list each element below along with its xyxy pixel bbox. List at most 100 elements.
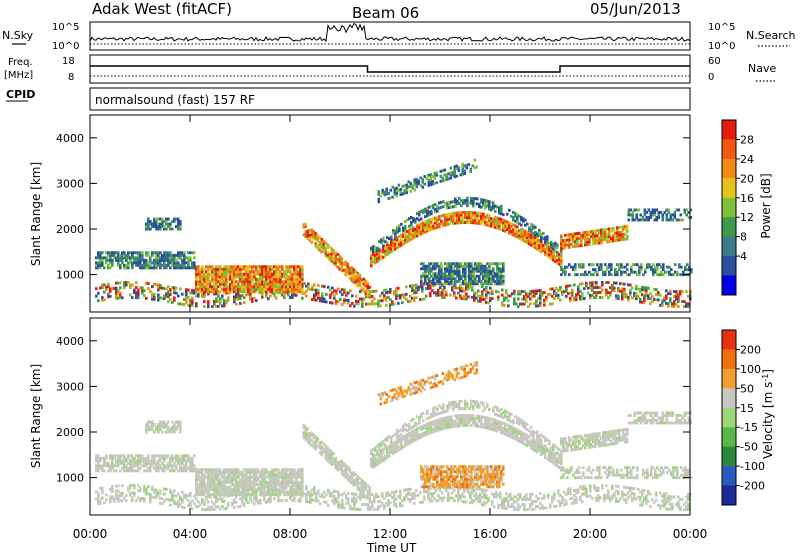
echo-cell [287,277,290,281]
echo-cell [317,291,320,295]
echo-cell [163,297,166,300]
echo-cell [197,294,200,298]
echo-cell [195,277,198,281]
echo-cell [243,275,246,279]
echo-cell [263,280,266,284]
echo-cell [465,295,468,298]
echo-cell [283,478,286,482]
echo-cell [249,483,252,487]
echo-cell [349,507,352,511]
echo-cell [427,181,431,185]
echo-cell [219,302,222,306]
echo-cell [201,493,204,497]
echo-cell [335,299,338,303]
echo-cell [501,504,504,507]
echo-cell [612,226,615,230]
echo-cell [173,489,176,493]
echo-cell [223,470,226,474]
echo-cell [229,287,232,291]
echo-cell [121,484,124,488]
echo-cell [491,492,494,496]
echo-cell [149,261,152,265]
echo-cell [113,456,116,460]
echo-cell [221,485,224,489]
echo-cell [397,301,400,305]
echo-cell [259,290,262,294]
echo-cell [269,470,272,474]
beam-title: Beam 06 [352,4,419,22]
echo-cell [179,220,182,223]
echo-cell [540,245,543,249]
echo-cell [576,273,579,277]
echo-cell [624,232,627,236]
echo-cell [361,297,364,301]
echo-cell [538,243,541,247]
echo-cell [429,492,432,496]
echo-cell [239,493,242,497]
echo-cell [289,275,292,279]
echo-cell [227,272,230,276]
echo-cell [376,260,379,263]
echo-cell [279,483,282,487]
echo-cell [443,293,446,297]
echo-cell [153,222,156,226]
echo-cell [419,501,422,504]
echo-cell [334,258,338,262]
echo-cell [412,219,415,223]
echo-cell [205,495,208,499]
echo-cell [504,224,507,228]
echo-cell [219,473,222,477]
echo-cell [663,499,666,503]
echo-cell [233,478,236,482]
echo-cell [572,237,575,241]
echo-cell [635,213,639,217]
echo-cell [235,468,238,472]
echo-cell [275,483,278,487]
echo-cell [594,268,597,272]
echo-cell [502,282,505,286]
echo-cell [105,461,108,465]
echo-cell [231,483,234,487]
echo-cell [291,488,294,492]
echo-cell [287,493,290,497]
echo-cell [185,300,188,304]
echo-cell [370,259,373,263]
echo-cell [229,470,232,474]
echo-cell [529,289,532,293]
echo-cell [177,227,180,231]
echo-cell [541,293,544,297]
echo-cell [583,287,586,290]
echo-cell [659,504,662,508]
echo-cell [513,302,516,306]
echo-cell [509,505,512,508]
echo-cell [623,290,626,294]
echo-cell [386,236,389,240]
echo-cell [538,241,541,245]
echo-cell [243,277,246,281]
echo-cell [610,273,613,277]
echo-cell [517,292,520,296]
echo-cell [507,499,510,503]
echo-cell [631,487,634,490]
echo-cell [301,272,304,276]
echo-cell [454,214,457,218]
echo-cell [474,277,477,281]
echo-cell [215,505,218,509]
echo-cell [436,225,439,229]
echo-cell [609,496,612,500]
echo-cell [125,281,128,284]
echo-cell [468,272,471,276]
echo-cell [291,490,294,494]
echo-cell [363,495,366,499]
echo-cell [243,473,246,477]
echo-cell [307,287,310,291]
echo-cell [502,221,505,225]
echo-cell [670,273,673,277]
echo-cell [179,227,182,231]
echo-cell [229,490,232,494]
echo-cell [311,285,314,289]
echo-cell [573,296,576,299]
echo-cell [484,204,487,207]
echo-cell [147,251,150,255]
echo-cell [446,223,449,226]
